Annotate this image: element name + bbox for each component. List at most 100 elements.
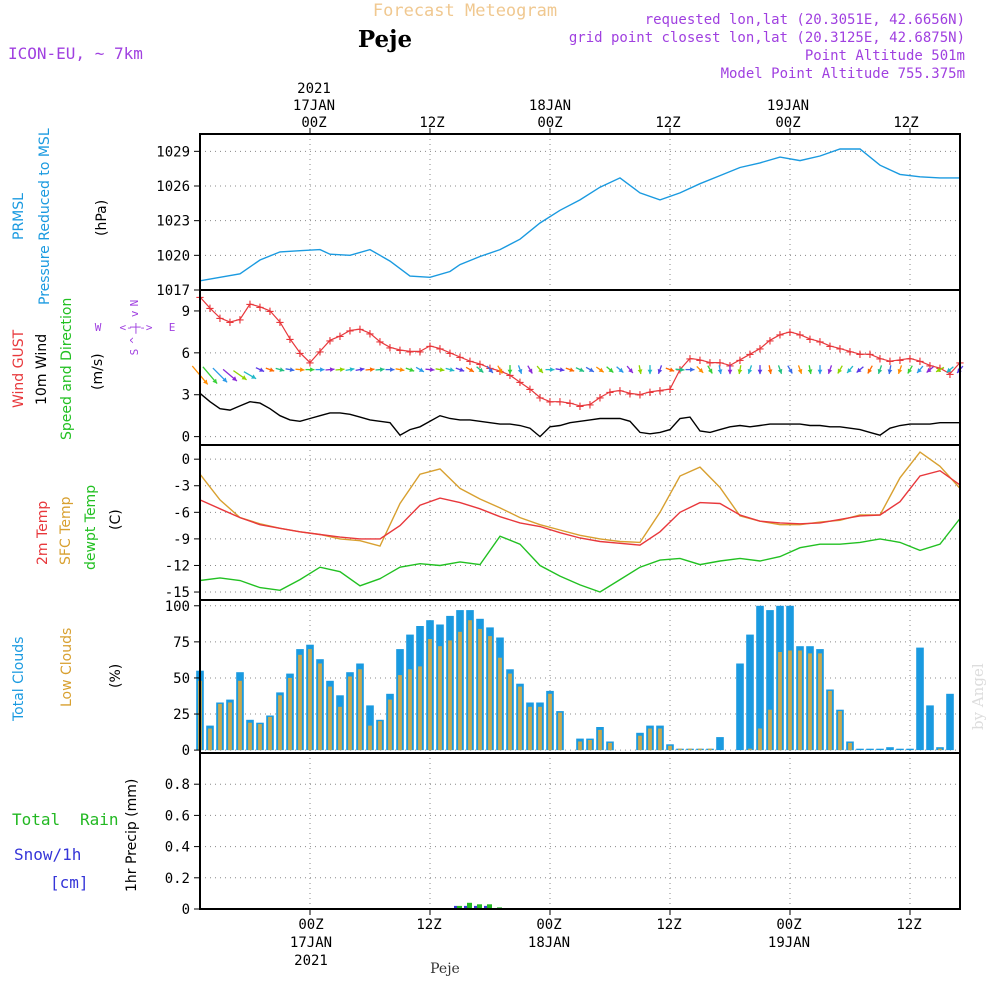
gust-marker: +: [656, 384, 664, 400]
wind-arrow-head: [887, 369, 893, 374]
low-cloud-bar: [348, 676, 352, 751]
top-tick-label: 17JAN: [293, 98, 335, 114]
gust-marker: +: [476, 357, 484, 373]
low-cloud-bar: [838, 711, 842, 751]
wind-dir-label: Speed and Direction: [59, 298, 75, 440]
wind-arrow-head: [837, 368, 842, 374]
total-cloud-bar: [876, 748, 884, 751]
wind-arrow-head: [339, 367, 345, 372]
gust-marker: +: [896, 353, 904, 369]
gust-marker: +: [646, 385, 654, 401]
axis-layer: 1017 1020 1023 1026 1029 0 3 6 9 0 -3 -6 -9 -12 -15 0 25…: [156, 128, 961, 918]
top-tick-label: 12Z: [893, 115, 918, 131]
low-cloud-bar: [418, 666, 422, 751]
gridpoint-location: grid point closest lon,lat (20.3125E, 42…: [569, 30, 965, 46]
compass-east: E: [169, 321, 176, 334]
gust-marker: +: [306, 356, 314, 372]
low-cloud-bar: [678, 748, 682, 751]
total-cloud-bar: [896, 748, 904, 751]
gust-marker: +: [736, 353, 744, 369]
gust-line: [199, 296, 961, 407]
low-cloud-bar: [708, 748, 712, 751]
low-cloud-bar: [288, 677, 292, 751]
rain-bar: [457, 905, 462, 909]
low-cloud-bar: [398, 675, 402, 751]
y-tick-label: 50: [173, 671, 190, 687]
gust-marker: +: [946, 367, 954, 383]
precip-total-label: Total: [12, 810, 60, 829]
low-cloud-bar: [498, 657, 502, 751]
bottom-tick-label: 17JAN: [290, 935, 332, 951]
wind-arrow-head: [946, 367, 952, 373]
point-altitude: Point Altitude 501m: [805, 48, 965, 64]
gust-marker: +: [376, 335, 384, 351]
pressure-unit: (hPa): [94, 200, 110, 236]
gust-marker: +: [856, 347, 864, 363]
y-tick-label: 1017: [156, 283, 190, 299]
low-cloud-bar: [848, 742, 852, 751]
low-cloud-bar: [268, 716, 272, 751]
sfc-temp-line: [199, 451, 961, 547]
gust-marker: +: [546, 395, 554, 411]
low-cloud-bar: [558, 712, 562, 751]
total-cloud-bar: [926, 705, 934, 751]
wind-arrow-head: [598, 367, 604, 373]
gust-marker: +: [676, 363, 684, 379]
low-cloud-bar: [238, 680, 242, 751]
wind-arrow-head: [369, 367, 375, 372]
snow-bar: [454, 905, 457, 909]
wind-arrow-head: [390, 367, 395, 372]
wind-arrow-head: [439, 367, 445, 372]
low-cloud-bar: [818, 653, 822, 751]
wind-arrow-head: [807, 369, 813, 374]
total-cloud-bar: [746, 634, 754, 751]
gust-marker: +: [696, 353, 704, 369]
top-tick-label: 00Z: [775, 115, 800, 131]
total-cloud-bar: [906, 748, 914, 751]
temp-2m-label: 2m Temp: [35, 501, 51, 565]
low-cloud-bar: [368, 725, 372, 751]
gust-marker: +: [456, 350, 464, 366]
y-tick-label: -9: [173, 532, 190, 548]
gust-marker: +: [566, 396, 574, 412]
precip-snow-unit: [cm]: [50, 873, 89, 892]
wind-arrow-head: [538, 368, 543, 373]
total-cloud-bar: [756, 605, 764, 751]
watermark: by Angel: [969, 663, 987, 730]
pressure-line: [199, 148, 960, 282]
low-cloud-bar: [638, 735, 642, 751]
gust-marker: +: [746, 347, 754, 363]
rain-bar: [467, 902, 472, 909]
wind-arrow-head: [788, 368, 793, 374]
wind-arrow-head: [767, 369, 773, 374]
precip-panel-frame: [199, 752, 961, 910]
snow-bar: [464, 905, 467, 909]
y-tick-label: 0: [182, 743, 190, 759]
low-cloud-bar: [808, 653, 812, 751]
temp-sfc-label: SFC Temp: [58, 496, 74, 565]
wind-arrow-head: [698, 368, 704, 373]
wind-arrow-head: [269, 367, 275, 372]
wind-arrow-head: [498, 368, 503, 374]
compass-south: S: [128, 349, 141, 356]
bottom-tick-label: 12Z: [896, 917, 921, 933]
rain-bar: [487, 904, 492, 909]
wind-arrow-head: [867, 368, 872, 374]
wind-arrow-head: [488, 368, 493, 373]
low-cloud-bar: [648, 728, 652, 751]
wind-arrow-head: [212, 378, 218, 384]
low-cloud-bar: [408, 669, 412, 751]
precip-snow-label: Snow/1h: [14, 845, 81, 864]
bottom-tick-label: 00Z: [536, 917, 561, 933]
gust-marker: +: [236, 312, 244, 328]
wind-arrow-head: [579, 367, 585, 372]
wind-10m-label: 10m Wind: [34, 334, 50, 405]
gust-marker: +: [416, 344, 424, 360]
gust-marker: +: [596, 391, 604, 407]
pressure-label-1: PRMSL: [11, 193, 27, 240]
wind-arrow-head: [757, 369, 763, 375]
gust-marker: +: [826, 339, 834, 355]
wind-arrow-head: [241, 375, 247, 380]
total-cloud-bar: [716, 737, 724, 751]
total-cloud-bar: [936, 747, 944, 751]
